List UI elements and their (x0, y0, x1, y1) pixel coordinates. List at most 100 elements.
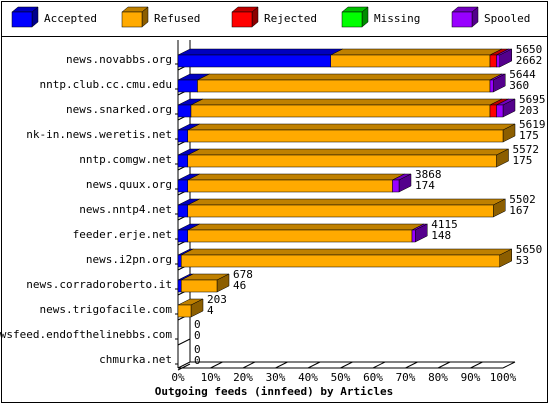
legend-label: Refused (154, 12, 200, 25)
bar (187, 204, 494, 218)
x-tick-label: 40% (298, 371, 318, 384)
bar (177, 254, 182, 268)
accepted-label: 0 (194, 354, 201, 367)
offered-label: 4115 (431, 218, 458, 231)
x-tick-label: 70% (396, 371, 416, 384)
legend-label: Spooled (484, 12, 530, 25)
offered-label: 5650 (516, 43, 543, 56)
bar (187, 129, 504, 143)
bar (489, 79, 494, 93)
bar (177, 154, 188, 168)
y-tick-label: newsfeed.endofthelinebbs.com (0, 328, 172, 341)
bar-top (197, 73, 503, 81)
bar-top (187, 173, 405, 181)
legend-swatch (341, 11, 363, 28)
y-tick-label: news.snarked.org (66, 103, 172, 116)
x-tick-label: 100% (490, 371, 517, 384)
x-tick-label: 10% (201, 371, 221, 384)
bar (187, 154, 497, 168)
x-tick-label: 80% (428, 371, 448, 384)
bar-top (181, 248, 512, 256)
x-tick-label: 20% (233, 371, 253, 384)
bar (187, 229, 413, 243)
y-tick-label: news.corradoroberto.it (26, 278, 172, 291)
offered-label: 5502 (509, 193, 536, 206)
bar (411, 229, 416, 243)
bar-top (187, 123, 516, 131)
bar (177, 204, 188, 218)
bar (489, 104, 497, 118)
bar (330, 54, 491, 68)
bar-top (330, 48, 503, 56)
bar-top (190, 98, 503, 106)
x-tick (275, 361, 288, 369)
bar (177, 54, 331, 68)
accepted-label: 0 (194, 329, 201, 342)
accepted-label: 46 (233, 279, 246, 292)
bar (177, 304, 192, 318)
bar (197, 79, 491, 93)
bar-top (177, 48, 343, 56)
bar (177, 129, 188, 143)
x-tick-label: 60% (363, 371, 383, 384)
offered-label: 203 (207, 293, 227, 306)
offered-label: 5572 (513, 143, 540, 156)
legend-swatch (231, 11, 253, 28)
legend-swatch (451, 11, 473, 28)
offered-label: 3868 (415, 168, 442, 181)
x-tick (242, 361, 256, 369)
bar (177, 179, 188, 193)
x-tick-label: 90% (461, 371, 481, 384)
y-tick-label: chmurka.net (99, 353, 172, 366)
y-tick-label: news.trigofacile.com (40, 303, 173, 316)
chart-title: Outgoing feeds (innfeed) by Articles (155, 385, 393, 398)
x-tick (405, 361, 418, 369)
offered-label: 5619 (519, 118, 546, 131)
bar (181, 254, 500, 268)
y-tick-label: news.i2pn.org (86, 253, 172, 266)
bar (496, 104, 504, 118)
x-tick (502, 361, 516, 369)
x-tick (340, 361, 353, 369)
y-tick-label: news.novabbs.org (66, 53, 172, 66)
bar-top (187, 148, 509, 156)
bar-top (187, 223, 425, 231)
bar (187, 179, 393, 193)
x-tick-label: 0% (171, 371, 185, 384)
x-tick (437, 361, 451, 369)
bar (177, 229, 188, 243)
offered-label: 0 (194, 318, 201, 331)
accepted-label: 4 (207, 304, 214, 317)
legend-label: Missing (374, 12, 420, 25)
y-tick-label: feeder.erje.net (73, 228, 172, 241)
legend-label: Accepted (44, 12, 97, 25)
bar (489, 54, 497, 68)
y-tick-label: nk-in.news.weretis.net (26, 128, 172, 141)
x-tick (210, 361, 223, 369)
x-tick (470, 361, 483, 369)
legend-label: Rejected (264, 12, 317, 25)
y-tick-label: news.nntp4.net (79, 203, 172, 216)
bar (181, 279, 218, 293)
y-tick-label: nntp.club.cc.cmu.edu (40, 78, 172, 91)
bar (190, 104, 491, 118)
offered-label: 5695 (519, 93, 546, 106)
accepted-label: 203 (519, 104, 539, 117)
bar (177, 104, 192, 118)
bar (177, 279, 182, 293)
accepted-label: 174 (415, 179, 435, 192)
accepted-label: 167 (509, 204, 529, 217)
offered-label: 5650 (516, 243, 543, 256)
bar-top (187, 198, 506, 206)
accepted-label: 175 (519, 129, 539, 142)
accepted-label: 2662 (516, 54, 543, 67)
accepted-label: 148 (431, 229, 451, 242)
x-tick (372, 361, 386, 369)
accepted-label: 53 (516, 254, 529, 267)
x-tick (307, 361, 321, 369)
offered-label: 678 (233, 268, 253, 281)
y-tick-label: news.quux.org (86, 178, 172, 191)
legend-swatch (11, 11, 33, 28)
bar (177, 79, 198, 93)
x-tick (177, 361, 191, 369)
